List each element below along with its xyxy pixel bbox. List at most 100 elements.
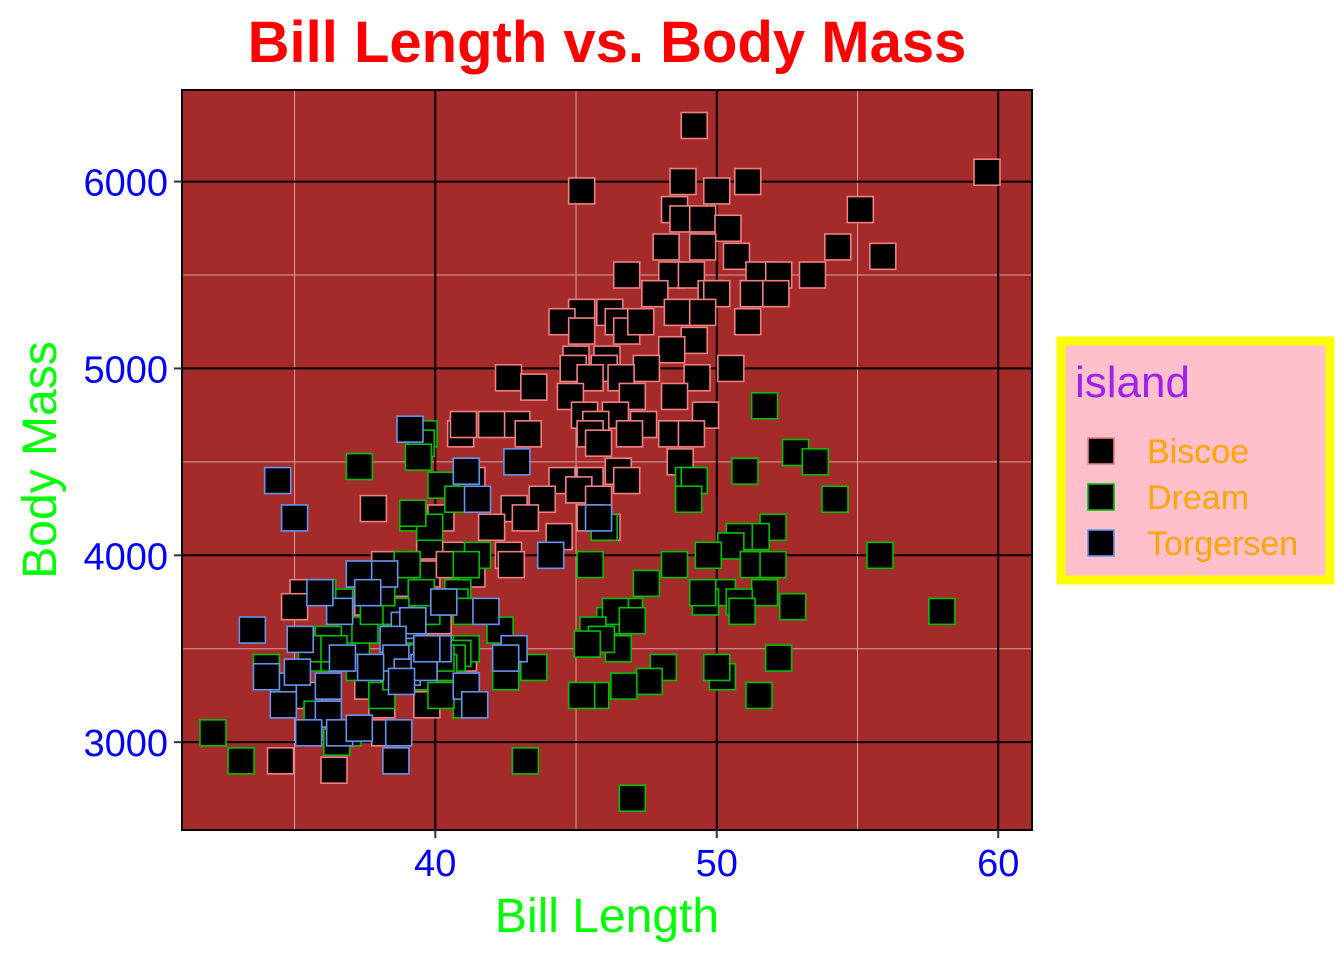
point-dream bbox=[801, 448, 830, 476]
point-biscoe bbox=[717, 354, 745, 383]
legend-label-dream: Dream bbox=[1147, 479, 1249, 517]
point-biscoe bbox=[663, 298, 692, 327]
point-torgersen bbox=[382, 747, 410, 775]
point-biscoe bbox=[702, 279, 731, 308]
point-dream bbox=[750, 578, 779, 607]
point-biscoe bbox=[514, 420, 542, 448]
point-dream bbox=[618, 606, 647, 635]
point-torgersen bbox=[353, 578, 382, 607]
point-torgersen bbox=[314, 672, 343, 700]
point-biscoe bbox=[266, 747, 295, 775]
point-dream bbox=[866, 541, 894, 570]
point-dream bbox=[731, 457, 759, 486]
point-biscoe bbox=[652, 233, 680, 261]
point-biscoe bbox=[714, 214, 742, 243]
y-axis-title: Body Mass bbox=[14, 341, 67, 578]
point-dream bbox=[759, 550, 787, 579]
point-biscoe bbox=[702, 177, 731, 205]
point-biscoe bbox=[677, 420, 706, 448]
legend-title: island bbox=[1075, 358, 1190, 407]
point-biscoe bbox=[615, 420, 644, 448]
point-biscoe bbox=[739, 279, 768, 308]
point-torgersen bbox=[306, 578, 334, 607]
x-tick-label: 60 bbox=[977, 843, 1019, 885]
point-biscoe bbox=[680, 326, 709, 355]
point-dream bbox=[717, 532, 745, 560]
point-torgersen bbox=[491, 644, 520, 672]
point-biscoe bbox=[733, 167, 762, 196]
point-biscoe bbox=[683, 363, 711, 392]
x-axis-title: Bill Length bbox=[495, 890, 719, 943]
point-torgersen bbox=[503, 448, 531, 476]
point-dream bbox=[632, 569, 661, 598]
point-dream bbox=[227, 747, 255, 775]
point-biscoe bbox=[567, 317, 596, 345]
point-torgersen bbox=[345, 714, 374, 742]
point-biscoe bbox=[688, 205, 717, 233]
chart-title: Bill Length vs. Body Mass bbox=[248, 10, 967, 75]
plot-panel-border bbox=[181, 89, 1033, 831]
y-tick-label: 3000 bbox=[83, 723, 168, 765]
point-biscoe bbox=[320, 756, 348, 785]
point-dream bbox=[573, 630, 602, 658]
point-dream bbox=[745, 681, 773, 710]
point-biscoe bbox=[528, 485, 557, 514]
point-torgersen bbox=[286, 625, 315, 654]
y-axis: 3000 4000 5000 6000 bbox=[83, 163, 182, 765]
point-dream bbox=[610, 672, 638, 700]
legend-key-dream bbox=[1087, 483, 1115, 511]
point-biscoe bbox=[869, 242, 897, 271]
point-torgersen bbox=[429, 588, 458, 616]
point-biscoe bbox=[688, 233, 717, 261]
point-biscoe bbox=[494, 363, 523, 392]
point-biscoe bbox=[477, 410, 506, 439]
x-axis: 40 50 60 bbox=[414, 830, 1019, 885]
point-dream bbox=[511, 747, 540, 775]
point-torgersen bbox=[269, 690, 298, 719]
point-biscoe bbox=[632, 354, 661, 383]
point-biscoe bbox=[567, 177, 596, 205]
point-biscoe bbox=[660, 382, 689, 411]
point-biscoe bbox=[733, 307, 762, 336]
point-torgersen bbox=[328, 644, 357, 672]
point-dream bbox=[345, 452, 374, 481]
point-biscoe bbox=[520, 373, 548, 401]
point-dream bbox=[778, 592, 807, 621]
point-torgersen bbox=[252, 662, 281, 691]
point-biscoe bbox=[449, 410, 478, 439]
x-tick-label: 50 bbox=[696, 843, 738, 885]
point-dream bbox=[928, 597, 956, 626]
point-torgersen bbox=[387, 667, 416, 696]
point-biscoe bbox=[612, 261, 641, 289]
point-torgersen bbox=[238, 616, 267, 644]
point-biscoe bbox=[680, 111, 709, 140]
point-biscoe bbox=[359, 494, 388, 523]
point-dream bbox=[750, 392, 779, 420]
point-biscoe bbox=[762, 279, 790, 308]
point-dream bbox=[404, 443, 433, 471]
point-torgersen bbox=[263, 466, 292, 495]
point-biscoe bbox=[576, 363, 604, 392]
legend-key-biscoe bbox=[1087, 437, 1115, 465]
point-dream bbox=[618, 784, 647, 813]
y-tick-label: 4000 bbox=[83, 536, 168, 578]
point-dream bbox=[427, 681, 455, 710]
point-torgersen bbox=[398, 606, 427, 635]
point-biscoe bbox=[846, 195, 875, 224]
point-biscoe bbox=[669, 167, 697, 196]
point-biscoe bbox=[657, 335, 686, 364]
x-tick-label: 40 bbox=[414, 843, 456, 885]
point-dream bbox=[567, 681, 596, 710]
point-biscoe bbox=[722, 242, 751, 271]
point-dream bbox=[694, 541, 723, 570]
point-dream bbox=[199, 719, 227, 747]
point-dream bbox=[688, 578, 717, 607]
point-biscoe bbox=[973, 158, 1001, 187]
point-dream bbox=[407, 578, 436, 607]
y-tick-label: 5000 bbox=[83, 349, 168, 391]
point-dream bbox=[728, 597, 756, 626]
point-dream bbox=[398, 499, 427, 528]
legend-label-biscoe: Biscoe bbox=[1147, 433, 1249, 471]
point-biscoe bbox=[612, 466, 641, 495]
